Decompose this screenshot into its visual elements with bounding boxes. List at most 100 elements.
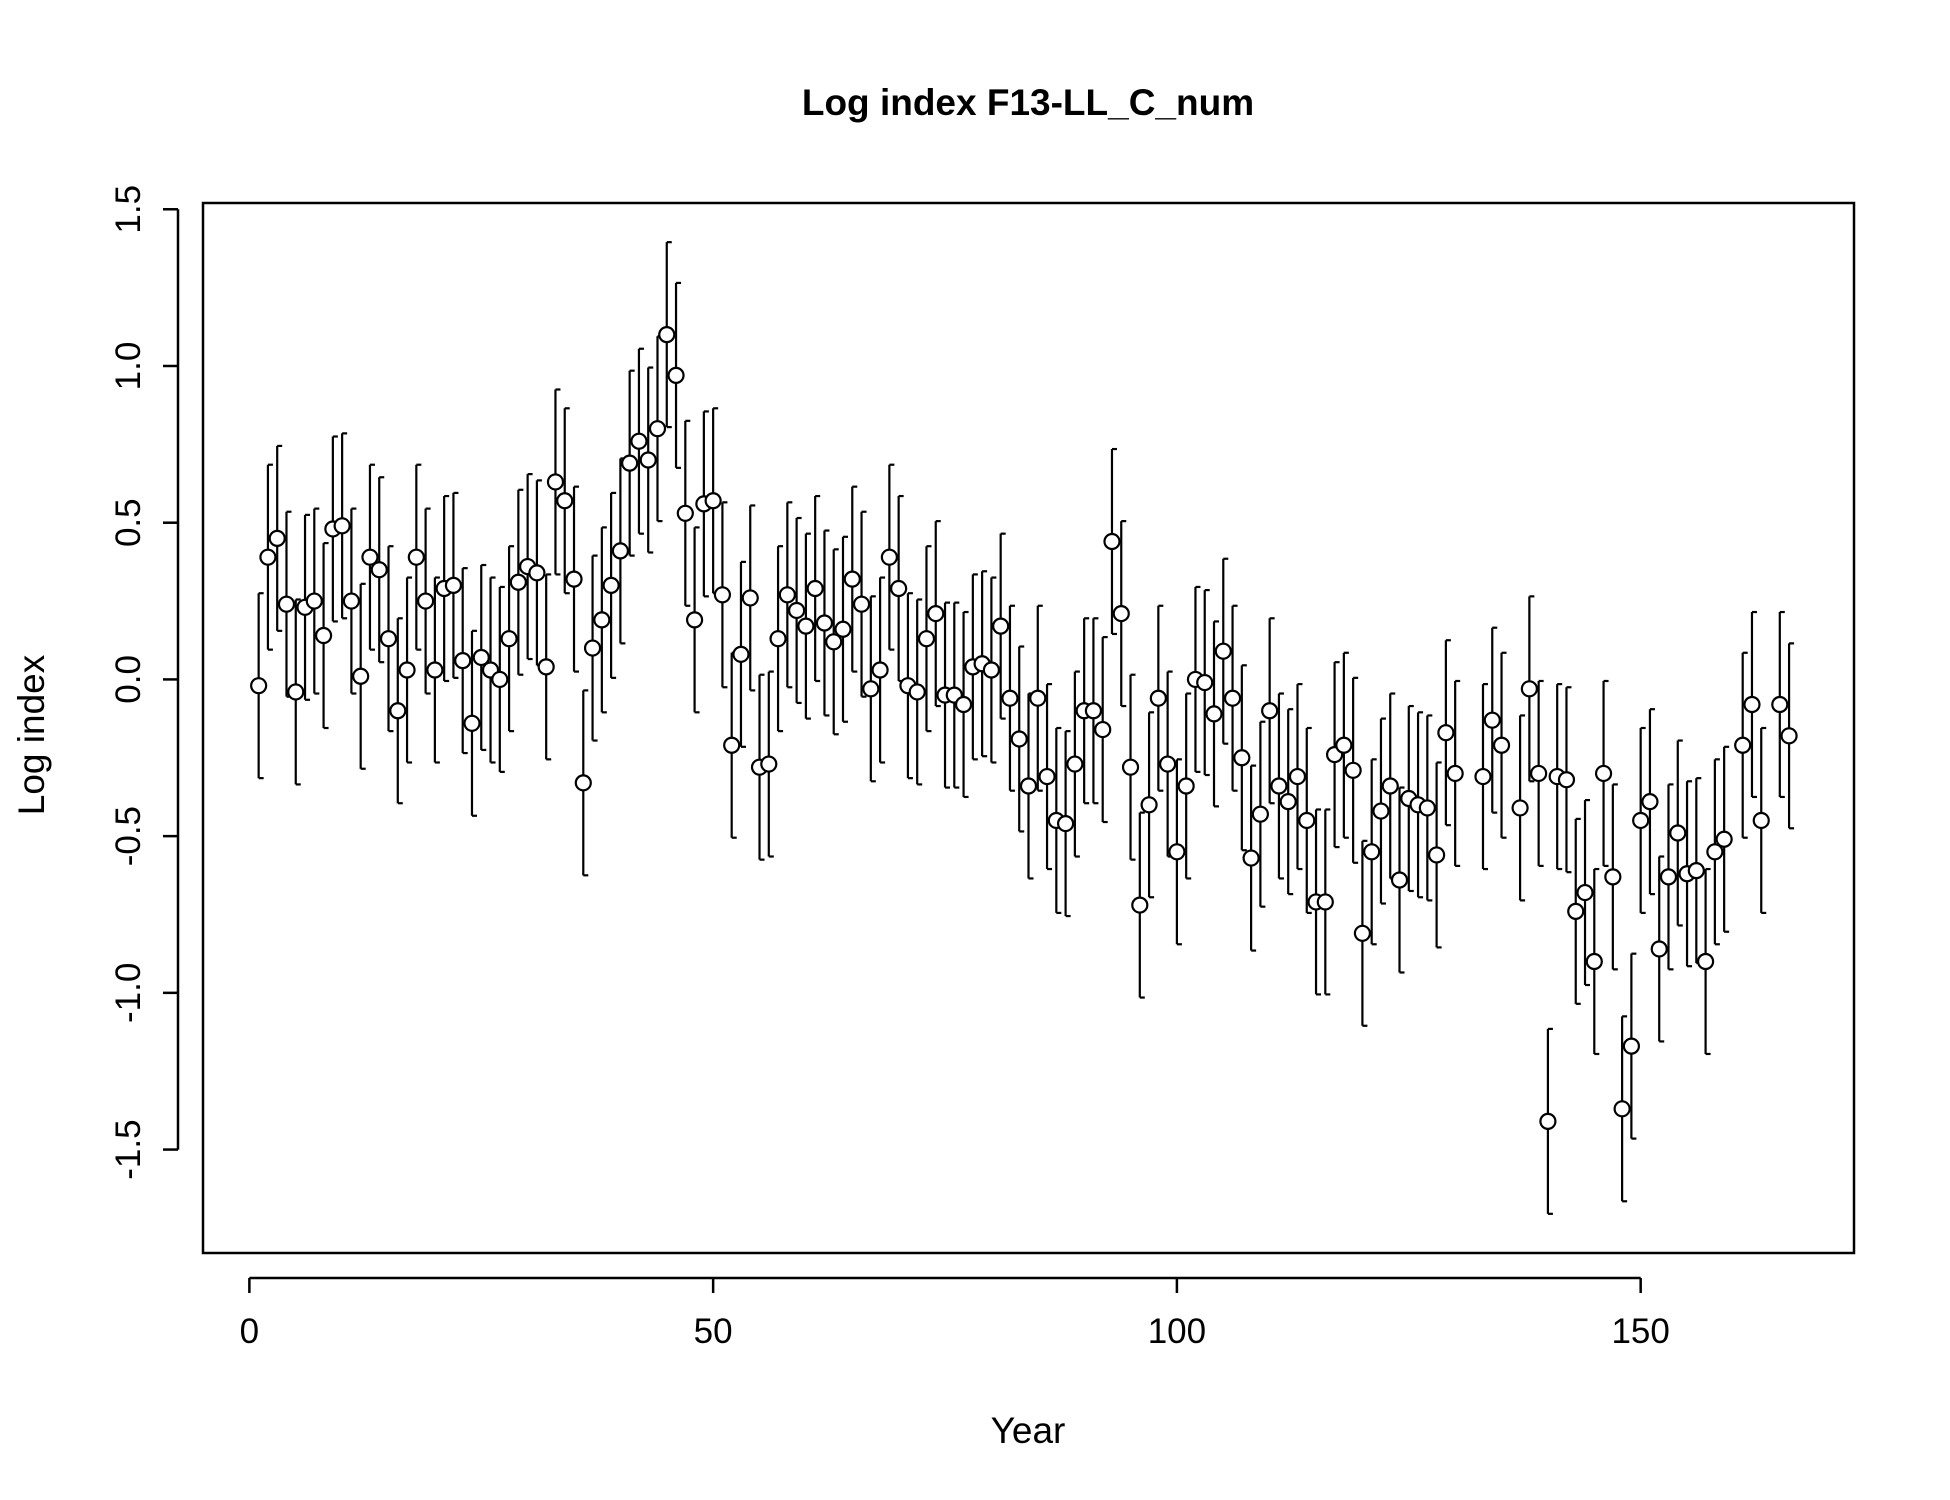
data-point bbox=[927, 604, 945, 623]
data-point bbox=[954, 695, 973, 714]
data-point bbox=[556, 492, 574, 510]
data-point bbox=[1270, 777, 1288, 795]
data-point bbox=[314, 626, 333, 645]
data-point bbox=[1121, 758, 1140, 776]
data-point bbox=[1437, 724, 1455, 742]
data-point bbox=[1659, 868, 1678, 886]
data-point bbox=[834, 620, 852, 638]
data-point bbox=[370, 561, 388, 579]
data-point bbox=[565, 570, 583, 588]
data-point bbox=[741, 589, 759, 607]
data-point bbox=[1279, 793, 1297, 811]
data-point bbox=[1418, 799, 1436, 817]
y-tick-label: -1.0 bbox=[109, 963, 148, 1023]
data-point bbox=[593, 611, 611, 629]
data-point bbox=[1112, 604, 1130, 623]
data-point bbox=[1706, 843, 1724, 861]
data-point bbox=[1474, 767, 1492, 786]
data-point bbox=[815, 614, 834, 632]
data-point bbox=[342, 592, 361, 610]
y-tick-label: 0.5 bbox=[109, 498, 148, 547]
data-point bbox=[1010, 730, 1028, 748]
data-point bbox=[880, 548, 898, 566]
data-point bbox=[1029, 689, 1047, 707]
y-tick-label: 1.0 bbox=[109, 342, 148, 391]
data-point bbox=[890, 579, 908, 598]
data-point bbox=[1288, 767, 1307, 786]
data-point bbox=[1743, 695, 1761, 714]
data-point bbox=[1019, 777, 1038, 795]
data-point bbox=[1604, 868, 1622, 886]
data-points bbox=[250, 326, 1798, 1130]
y-tick-label: -0.5 bbox=[109, 806, 148, 866]
data-point bbox=[1168, 843, 1186, 861]
x-axis-label: Year bbox=[991, 1410, 1066, 1451]
data-point bbox=[723, 736, 741, 754]
data-point bbox=[704, 492, 722, 510]
data-point bbox=[1696, 952, 1715, 971]
data-point bbox=[1131, 896, 1149, 914]
data-point bbox=[788, 601, 806, 620]
data-point bbox=[463, 714, 481, 732]
chart-title: Log index F13-LL_C_num bbox=[802, 82, 1254, 123]
data-point bbox=[277, 595, 296, 613]
data-point bbox=[389, 702, 407, 720]
data-point bbox=[509, 573, 527, 591]
data-point bbox=[1734, 736, 1752, 754]
data-point bbox=[1576, 883, 1594, 902]
data-point bbox=[472, 648, 490, 667]
data-point bbox=[658, 326, 676, 344]
data-point bbox=[1214, 642, 1232, 660]
data-point bbox=[1372, 802, 1390, 820]
x-axis: 0 50 100 150 bbox=[240, 1276, 1670, 1351]
data-point bbox=[1094, 720, 1112, 739]
data-point bbox=[630, 432, 648, 450]
data-point bbox=[1669, 824, 1687, 842]
data-point bbox=[1557, 771, 1576, 789]
data-point bbox=[1613, 1100, 1631, 1118]
data-point bbox=[1261, 702, 1279, 720]
y-tick-label: -1.5 bbox=[109, 1119, 148, 1179]
data-point bbox=[1140, 796, 1158, 814]
data-point bbox=[268, 529, 286, 547]
data-point bbox=[1539, 1112, 1557, 1130]
data-point bbox=[917, 630, 936, 648]
data-point bbox=[1520, 680, 1538, 698]
data-point bbox=[1641, 793, 1659, 811]
x-tick-label: 100 bbox=[1148, 1312, 1206, 1351]
y-tick-label: 1.5 bbox=[109, 185, 148, 234]
data-point bbox=[305, 592, 323, 610]
data-point bbox=[1752, 811, 1770, 830]
data-point bbox=[639, 451, 657, 469]
data-point bbox=[1177, 777, 1195, 795]
data-point bbox=[825, 633, 843, 651]
data-point bbox=[1223, 689, 1242, 707]
data-point bbox=[676, 504, 694, 522]
data-point bbox=[862, 680, 880, 698]
data-point bbox=[1780, 727, 1798, 745]
plot-frame bbox=[201, 201, 1856, 1255]
data-point bbox=[1585, 952, 1603, 971]
data-point bbox=[1650, 940, 1668, 958]
data-point bbox=[1316, 893, 1334, 911]
data-point bbox=[602, 576, 620, 594]
y-axis-label: Log index bbox=[11, 654, 52, 815]
data-point bbox=[379, 630, 398, 648]
data-point bbox=[1233, 749, 1251, 767]
data-point bbox=[1103, 532, 1121, 551]
data-point bbox=[250, 677, 268, 695]
data-point bbox=[648, 420, 667, 438]
data-point bbox=[426, 661, 444, 679]
data-point bbox=[1001, 689, 1019, 707]
data-point bbox=[1483, 711, 1501, 729]
data-point bbox=[1066, 755, 1084, 773]
data-point bbox=[806, 579, 824, 598]
data-point bbox=[444, 576, 463, 594]
data-point bbox=[760, 755, 778, 773]
data-point bbox=[352, 667, 370, 685]
data-point bbox=[417, 592, 435, 610]
data-point bbox=[797, 617, 815, 635]
data-point bbox=[621, 454, 639, 472]
data-point bbox=[1057, 814, 1075, 833]
